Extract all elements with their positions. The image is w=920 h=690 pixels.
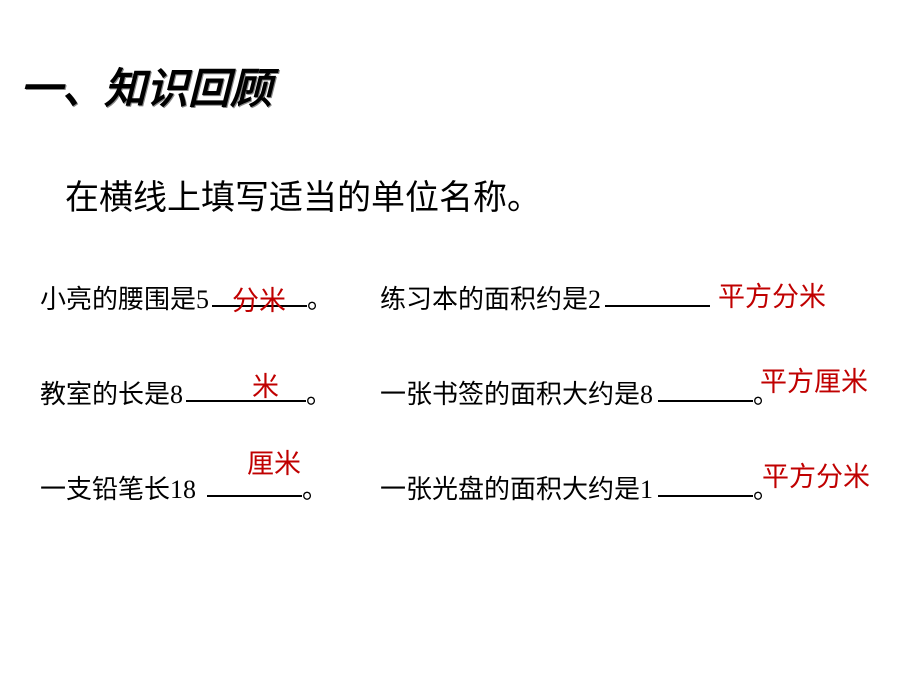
q3-right-text: 一张光盘的面积大约是1 xyxy=(380,469,653,506)
q2-left-period: 。 xyxy=(306,374,332,411)
q3-right-period: 。 xyxy=(753,469,779,506)
q1-left-period: 。 xyxy=(307,279,333,316)
q1-left-text: 小亮的腰围是5 xyxy=(40,279,209,316)
q3-left-answer: 厘米 xyxy=(247,442,301,481)
q1-right-answer: 平方分米 xyxy=(718,275,826,314)
q3-left-blank xyxy=(207,495,302,497)
q1-right-text: 练习本的面积约是2 xyxy=(380,279,601,316)
instruction-text: 在横线上填写适当的单位名称。 xyxy=(65,170,541,219)
q1-left-answer: 分米 xyxy=(232,279,286,318)
section-title: 一、知识回顾 xyxy=(20,55,272,116)
q2-right-period: 。 xyxy=(753,374,779,411)
q1-right-blank xyxy=(605,305,710,307)
q3-left-text: 一支铅笔长18 xyxy=(40,469,196,506)
q2-left-text: 教室的长是8 xyxy=(40,374,183,411)
q3-right-blank xyxy=(658,495,753,497)
q2-right-text: 一张书签的面积大约是8 xyxy=(380,374,653,411)
q2-right-blank xyxy=(658,400,753,402)
q2-left-answer: 米 xyxy=(252,365,279,404)
q2-left-blank xyxy=(186,400,306,402)
q3-left-period: 。 xyxy=(302,469,328,506)
